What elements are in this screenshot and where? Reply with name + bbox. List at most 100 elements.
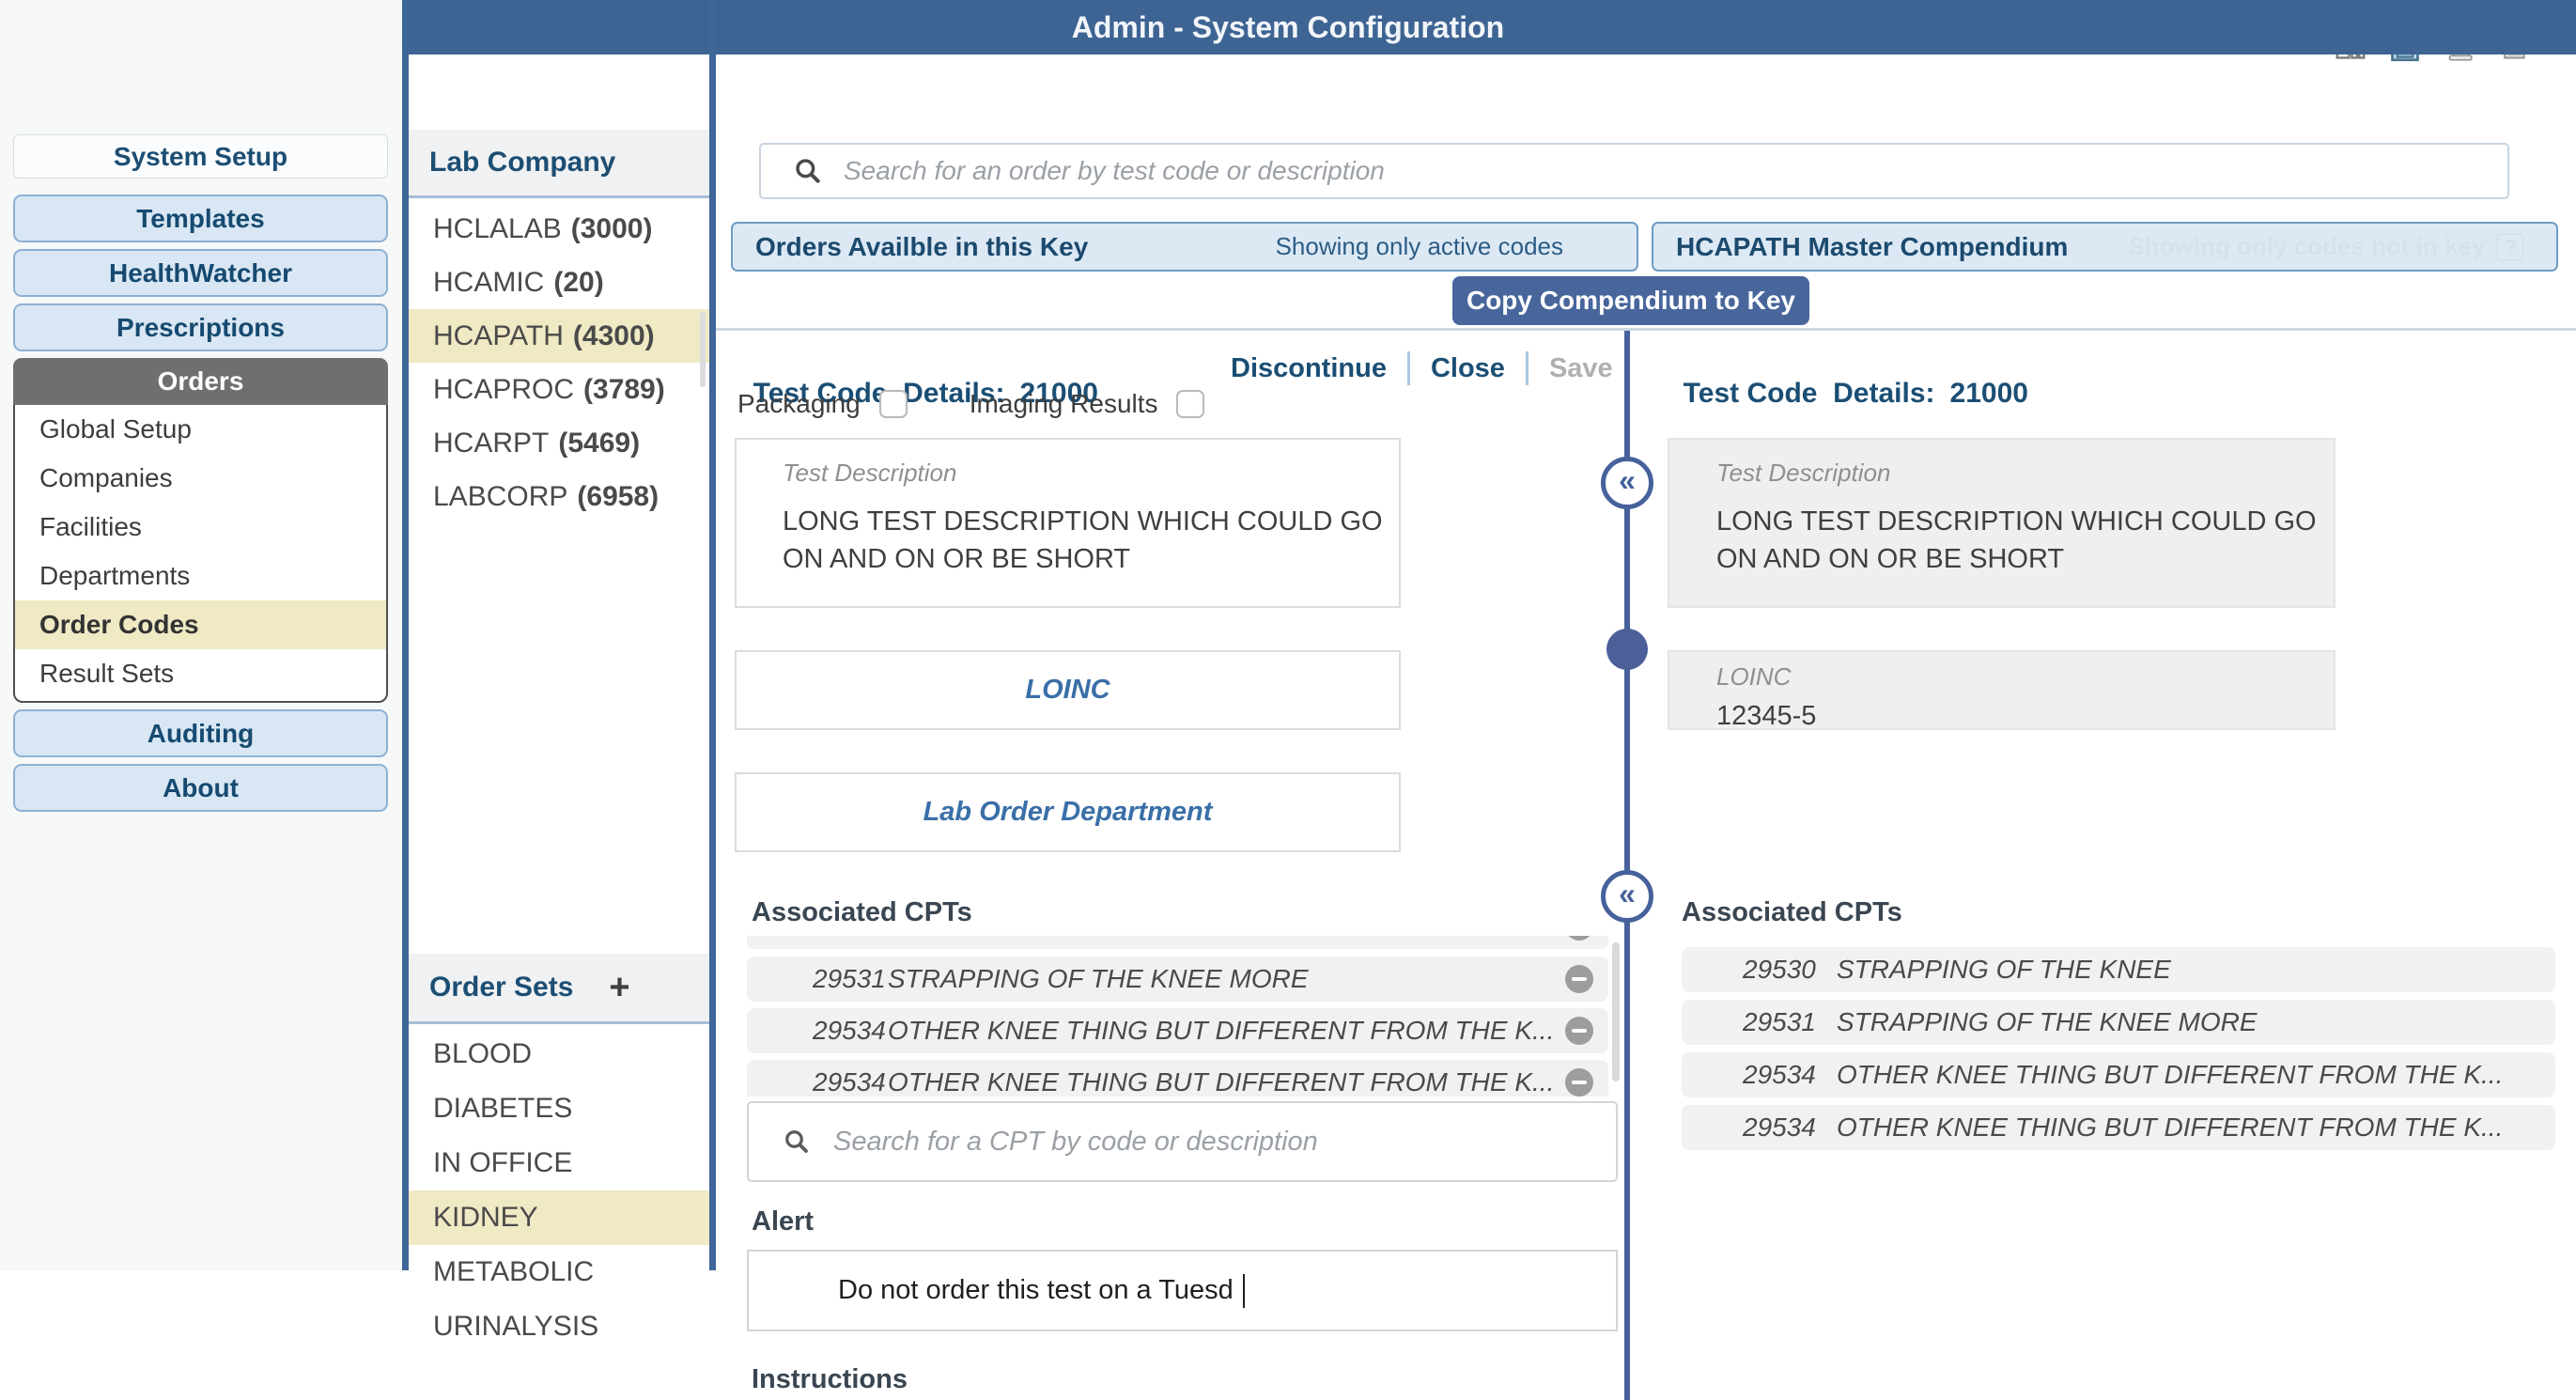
order-set-row[interactable]: METABOLIC	[409, 1245, 709, 1299]
sidebar-item-healthwatcher[interactable]: HealthWatcher	[13, 249, 388, 297]
lab-company-row[interactable]: LABCORP (6958)	[409, 470, 709, 523]
cpt-row[interactable]: 29534 OTHER KNEE THING BUT DIFFERENT FRO…	[747, 1060, 1608, 1097]
cpt-description: STRAPPING OF THE KNEE	[1837, 955, 2171, 984]
add-order-set-button[interactable]: +	[609, 968, 630, 1007]
collapse-left-button[interactable]: «	[1601, 870, 1653, 923]
lab-company-row[interactable]: HCAMIC (20)	[409, 256, 709, 309]
field-label: LOINC	[1716, 662, 1792, 691]
order-set-row[interactable]: URINALYSIS	[409, 1299, 709, 1354]
compendium-header: HCAPATH Master Compendium Showing only c…	[1652, 222, 2558, 272]
lab-name: HCAPATH	[433, 319, 564, 351]
sidebar-item-order-codes[interactable]: Order Codes	[15, 600, 386, 649]
discontinue-button[interactable]: Discontinue	[1231, 352, 1387, 383]
cpt-row[interactable]: 29534 OTHER KNEE THING BUT DIFFERENT FRO…	[1682, 1105, 2555, 1150]
splitter-handle[interactable]	[1606, 629, 1648, 670]
copy-compendium-button[interactable]: Copy Compendium to Key	[1452, 276, 1809, 325]
loinc-field-readonly: LOINC 12345-5	[1668, 650, 2335, 731]
remove-cpt-button[interactable]	[1565, 936, 1593, 941]
lab-count: (5469)	[558, 427, 641, 459]
order-set-name: KIDNEY	[433, 1202, 538, 1233]
order-set-row[interactable]: DIABETES	[409, 1081, 709, 1136]
orders-key-title: Orders Availble in this Key	[755, 231, 1089, 261]
sidebar-label: Prescriptions	[116, 312, 285, 342]
packaging-checkbox[interactable]	[878, 390, 908, 418]
lab-name: HCAPROC	[433, 373, 575, 405]
detail-actions: Discontinue Close Save	[1231, 351, 1613, 385]
sidebar-item-about[interactable]: About	[13, 764, 388, 812]
order-search	[759, 143, 2509, 199]
remove-cpt-button[interactable]	[1565, 1068, 1593, 1097]
order-search-input[interactable]	[844, 145, 2507, 197]
panel-title: Order Sets	[429, 972, 574, 1003]
field-value: LONG TEST DESCRIPTION WHICH COULD GO ON …	[783, 506, 1383, 574]
help-badge[interactable]: ?	[2496, 232, 2525, 261]
sidebar-label: Departments	[39, 561, 191, 590]
sidebar-item-prescriptions[interactable]: Prescriptions	[13, 303, 388, 351]
flag-checkboxes: Packaging Imaging Results	[737, 389, 1204, 419]
associated-cpts-heading: Associated CPTs	[1682, 897, 1902, 927]
header-separator	[716, 328, 2576, 331]
details-value: 21000	[1949, 378, 2028, 409]
sidebar-item-facilities[interactable]: Facilities	[15, 503, 386, 552]
imaging-results-label: Imaging Results	[969, 389, 1158, 418]
loinc-link[interactable]: LOINC	[735, 650, 1401, 730]
lab-order-department-link[interactable]: Lab Order Department	[735, 772, 1401, 852]
sidebar-label: About	[163, 772, 239, 802]
sidebar-label: Global Setup	[39, 414, 192, 443]
orders-key-filter-status: Showing only active codes	[1275, 232, 1563, 260]
order-set-row-selected[interactable]: KIDNEY	[409, 1190, 709, 1245]
cpt-row[interactable]: 29534 OTHER KNEE THING BUT DIFFERENT FRO…	[1682, 1052, 2555, 1097]
sidebar-item-templates[interactable]: Templates	[13, 194, 388, 242]
order-set-row[interactable]: IN OFFICE	[409, 1136, 709, 1190]
order-set-name: URINALYSIS	[433, 1311, 599, 1342]
cpt-code: 29534	[813, 1067, 886, 1097]
sidebar-section-orders[interactable]: Orders	[13, 358, 388, 405]
remove-cpt-button[interactable]	[1565, 965, 1593, 993]
lab-company-row[interactable]: HCAPROC (3789)	[409, 363, 709, 416]
cpt-code: 29531	[1743, 1007, 1816, 1036]
cpt-row[interactable]: 29534 OTHER KNEE THING BUT DIFFERENT FRO…	[747, 1008, 1608, 1053]
action-separator	[1525, 351, 1529, 385]
order-set-row[interactable]: BLOOD	[409, 1027, 709, 1081]
lab-count: (6958)	[577, 480, 660, 512]
lab-company-row-selected[interactable]: HCAPATH (4300)	[409, 309, 709, 363]
lab-count: (20)	[553, 266, 604, 298]
scrollbar-thumb[interactable]	[700, 312, 706, 387]
cpt-description: STRAPPING OF THE KNEE MORE	[1837, 1007, 2258, 1036]
sidebar-item-departments[interactable]: Departments	[15, 552, 386, 600]
panel-splitter[interactable]	[1624, 331, 1630, 1400]
sidebar-item-global-setup[interactable]: Global Setup	[15, 405, 386, 454]
lab-company-row[interactable]: HCARPT (5469)	[409, 416, 709, 470]
collapse-left-button[interactable]: «	[1601, 457, 1653, 509]
lab-company-row[interactable]: HCLALAB (3000)	[409, 202, 709, 256]
imaging-results-checkbox[interactable]	[1175, 390, 1204, 418]
cpt-row[interactable]: 29531 STRAPPING OF THE KNEE MORE	[747, 957, 1608, 1002]
field-label: Test Description	[783, 459, 957, 487]
cpt-row[interactable]: 29530 STRAPPING OF THE KNEE	[1682, 947, 2555, 992]
cpt-row[interactable]: 29531 STRAPPING OF THE KNEE MORE	[1682, 1000, 2555, 1045]
close-button[interactable]: Close	[1430, 352, 1505, 383]
remove-cpt-button[interactable]	[1565, 1017, 1593, 1045]
cpt-description: OTHER KNEE THING BUT DIFFERENT FROM THE …	[1837, 1112, 2504, 1142]
cpt-search-input[interactable]	[833, 1103, 1616, 1180]
cpt-row-partial[interactable]	[747, 936, 1608, 949]
scrollbar-thumb[interactable]	[1612, 942, 1620, 1081]
sidebar-item-result-sets[interactable]: Result Sets	[15, 649, 386, 698]
compendium-filter-status: Showing only codes not in key	[2128, 232, 2486, 260]
save-button[interactable]: Save	[1548, 352, 1613, 383]
alert-field[interactable]: Do not order this test on a Tuesd	[747, 1250, 1618, 1331]
sidebar-label: System Setup	[113, 141, 288, 171]
sidebar-item-system-setup[interactable]: System Setup	[13, 134, 388, 179]
sidebar-item-companies[interactable]: Companies	[15, 454, 386, 503]
test-code-details-heading: Test Code Details: 21000	[1668, 346, 2028, 410]
test-code-details-heading: Test Code Details: 21000	[737, 346, 1098, 410]
lab-count: (3789)	[583, 373, 665, 405]
order-sets-header: Order Sets +	[409, 954, 709, 1024]
cpt-code: 29534	[813, 1016, 886, 1045]
sidebar-label: Templates	[136, 203, 265, 233]
order-set-name: METABOLIC	[433, 1256, 595, 1287]
cpt-code: 29534	[1743, 1112, 1816, 1142]
sidebar-item-auditing[interactable]: Auditing	[13, 709, 388, 757]
test-description-field[interactable]: Test Description LONG TEST DESCRIPTION W…	[735, 438, 1401, 608]
sidebar-label: Auditing	[147, 718, 255, 748]
